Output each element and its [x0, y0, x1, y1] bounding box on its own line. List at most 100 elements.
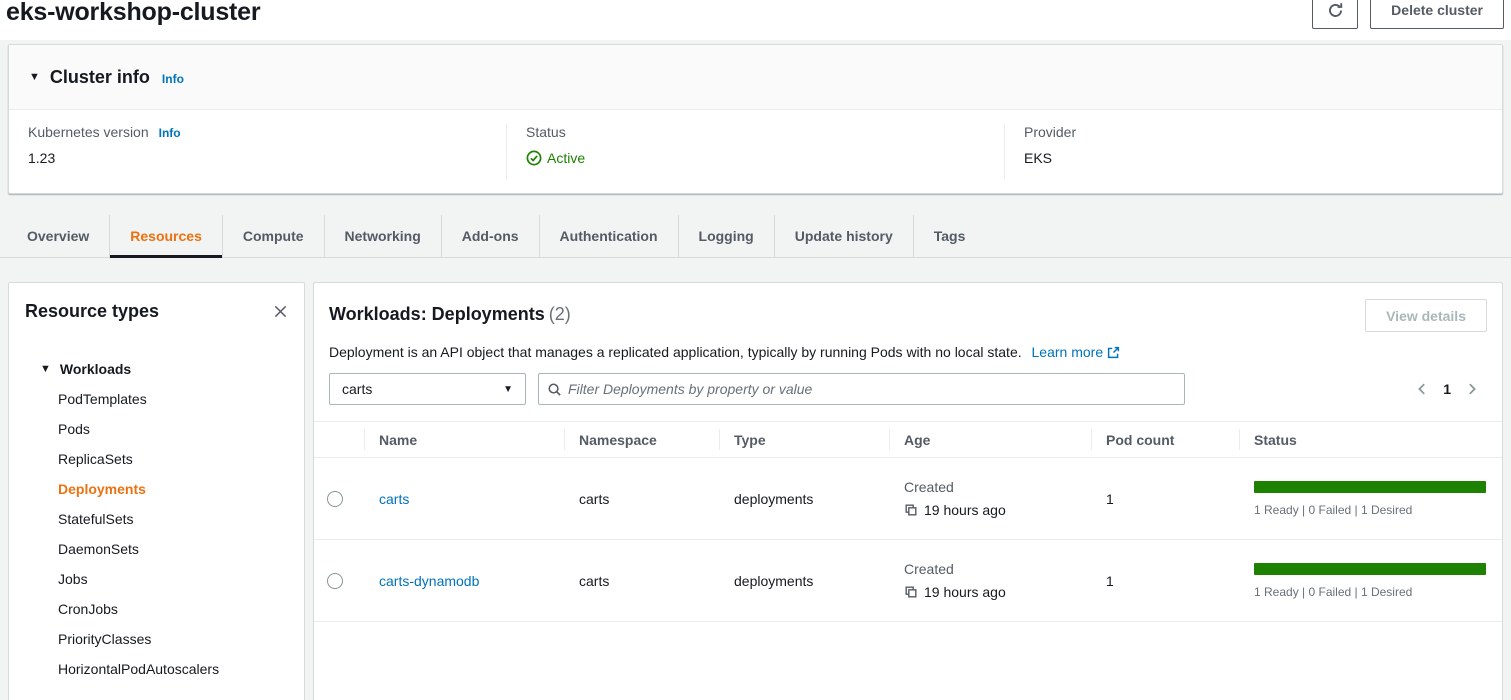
- refresh-button[interactable]: [1312, 0, 1359, 29]
- tree-group-workloads[interactable]: ▼ Workloads: [9, 354, 304, 384]
- age-value: 19 hours ago: [924, 502, 1006, 518]
- page-number[interactable]: 1: [1443, 381, 1451, 397]
- tab-update-history[interactable]: Update history: [773, 215, 913, 257]
- sidebar-item-cronjobs[interactable]: CronJobs: [58, 601, 118, 617]
- pagination-next-button[interactable]: [1465, 382, 1479, 396]
- kubernetes-version-label: Kubernetes version: [28, 124, 149, 140]
- refresh-icon: [1327, 2, 1344, 19]
- sidebar-item-deployments[interactable]: Deployments: [58, 481, 146, 497]
- chevron-right-icon: [1465, 382, 1479, 396]
- tab-compute[interactable]: Compute: [221, 215, 324, 257]
- filter-dropdown-value: carts: [342, 381, 373, 397]
- status-bar: [1254, 562, 1486, 575]
- tab-authentication[interactable]: Authentication: [538, 215, 678, 257]
- page-title: eks-workshop-cluster: [6, 0, 261, 26]
- age-created-label: Created: [904, 561, 954, 577]
- deployments-description: Deployment is an API object that manages…: [329, 344, 1487, 360]
- pagination: 1: [1415, 381, 1487, 397]
- view-details-button[interactable]: View details: [1365, 299, 1487, 332]
- row-radio[interactable]: [327, 572, 343, 589]
- type-cell: deployments: [734, 490, 814, 507]
- close-panel-button[interactable]: [270, 302, 290, 322]
- status-text: 1 Ready | 0 Failed | 1 Desired: [1254, 584, 1413, 599]
- sidebar-item-horizontalpodautoscalers[interactable]: HorizontalPodAutoscalers: [58, 661, 220, 677]
- deployment-name-link[interactable]: carts: [379, 490, 410, 507]
- resource-types-panel: Resource types ▼ Workloads PodTemplates …: [8, 282, 305, 700]
- column-header-name[interactable]: Name: [364, 422, 564, 457]
- tab-logging[interactable]: Logging: [677, 215, 774, 257]
- cluster-info-card: ▼ Cluster info Info Kubernetes version I…: [8, 44, 1503, 194]
- learn-more-link[interactable]: Learn more: [1032, 344, 1121, 360]
- cluster-info-title: Cluster info: [49, 66, 150, 87]
- row-radio[interactable]: [327, 490, 343, 507]
- deployments-heading-text: Workloads: Deployments: [329, 304, 545, 324]
- column-header-type[interactable]: Type: [719, 422, 889, 457]
- search-input[interactable]: [568, 381, 1176, 397]
- deployments-heading: Workloads: Deployments (2): [329, 299, 571, 325]
- deployment-name-link[interactable]: carts-dynamodb: [379, 572, 480, 589]
- table-header-row: Name Namespace Type Age Pod count Status: [314, 421, 1502, 458]
- close-icon: [273, 304, 288, 319]
- header-actions: Delete cluster: [1312, 0, 1504, 29]
- sidebar-item-daemonsets[interactable]: DaemonSets: [58, 541, 139, 557]
- table-row: carts-dynamodb carts deployments Created…: [314, 540, 1502, 622]
- provider-field: Provider EKS: [1004, 124, 1502, 179]
- status-ok-icon: [526, 150, 542, 166]
- provider-label: Provider: [1024, 124, 1077, 140]
- sidebar-item-pods[interactable]: Pods: [58, 421, 90, 437]
- column-header-pod-count[interactable]: Pod count: [1091, 422, 1239, 457]
- age-cell: Created 19 hours ago: [889, 479, 1091, 518]
- resource-types-tree: ▼ Workloads PodTemplates Pods ReplicaSet…: [9, 354, 304, 684]
- description-text: Deployment is an API object that manages…: [329, 344, 1022, 360]
- cluster-info-header[interactable]: ▼ Cluster info Info: [9, 45, 1502, 110]
- sidebar-item-podtemplates[interactable]: PodTemplates: [58, 391, 147, 407]
- column-header-age[interactable]: Age: [889, 422, 1091, 457]
- kubernetes-version-value: 1.23: [28, 150, 56, 166]
- kubernetes-version-field: Kubernetes version Info 1.23: [9, 124, 506, 179]
- copy-icon[interactable]: [904, 503, 918, 517]
- resource-types-title: Resource types: [25, 301, 160, 321]
- deployments-table: Name Namespace Type Age Pod count Status…: [314, 421, 1502, 622]
- column-header-namespace[interactable]: Namespace: [564, 422, 719, 457]
- status-label: Status: [526, 124, 566, 140]
- tab-networking[interactable]: Networking: [323, 215, 441, 257]
- sidebar-item-replicasets[interactable]: ReplicaSets: [58, 451, 133, 467]
- deployments-count: (2): [548, 304, 571, 324]
- namespace-cell: carts: [579, 490, 610, 507]
- status-text: 1 Ready | 0 Failed | 1 Desired: [1254, 502, 1413, 517]
- status-cell: 1 Ready | 0 Failed | 1 Desired: [1239, 480, 1502, 517]
- tab-add-ons[interactable]: Add-ons: [440, 215, 539, 257]
- info-link[interactable]: Info: [158, 126, 181, 140]
- search-icon: [547, 382, 562, 397]
- page-header: eks-workshop-cluster Delete cluster: [0, 0, 1511, 40]
- sidebar-item-statefulsets[interactable]: StatefulSets: [58, 511, 134, 527]
- provider-value: EKS: [1024, 150, 1053, 166]
- resources-content: Resource types ▼ Workloads PodTemplates …: [8, 282, 1503, 700]
- tab-tags[interactable]: Tags: [912, 215, 986, 257]
- sidebar-item-priorityclasses[interactable]: PriorityClasses: [58, 631, 152, 647]
- collapse-triangle-icon[interactable]: ▼: [29, 71, 40, 83]
- sidebar-item-jobs[interactable]: Jobs: [58, 571, 88, 587]
- copy-icon[interactable]: [904, 585, 918, 599]
- status-value: Active: [547, 150, 586, 166]
- tab-resources[interactable]: Resources: [109, 215, 222, 258]
- cluster-info-body: Kubernetes version Info 1.23 Status Acti…: [9, 110, 1502, 193]
- tab-overview[interactable]: Overview: [27, 228, 90, 244]
- type-cell: deployments: [734, 572, 814, 589]
- learn-more-text: Learn more: [1031, 344, 1104, 360]
- pagination-prev-button[interactable]: [1415, 382, 1429, 396]
- chevron-left-icon: [1415, 382, 1429, 396]
- filter-dropdown[interactable]: carts ▼: [329, 373, 526, 405]
- pod-count-cell: 1: [1106, 572, 1114, 589]
- column-header-status[interactable]: Status: [1239, 422, 1502, 457]
- table-row: carts carts deployments Created 19 hours…: [314, 458, 1502, 540]
- info-link[interactable]: Info: [161, 72, 184, 86]
- delete-cluster-button[interactable]: Delete cluster: [1370, 0, 1504, 29]
- namespace-cell: carts: [579, 572, 610, 589]
- expander-icon: ▼: [40, 363, 51, 375]
- filter-toolbar: carts ▼ 1: [329, 373, 1487, 405]
- column-header-select: [314, 422, 364, 457]
- search-field: [538, 373, 1185, 405]
- cluster-tabs: Overview Resources Compute Networking Ad…: [0, 215, 1511, 258]
- status-cell: 1 Ready | 0 Failed | 1 Desired: [1239, 562, 1502, 599]
